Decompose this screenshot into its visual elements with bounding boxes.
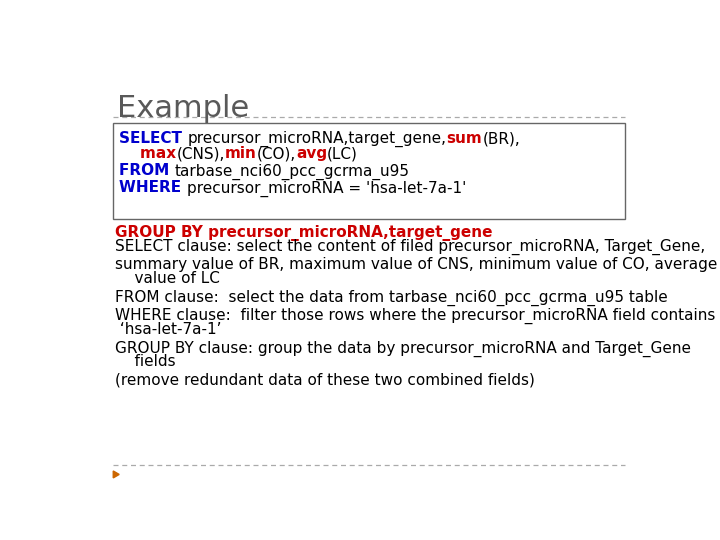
- Text: precursor_microRNA,target_gene,: precursor_microRNA,target_gene,: [188, 131, 446, 147]
- Text: summary value of BR, maximum value of CNS, minimum value of CO, average: summary value of BR, maximum value of CN…: [114, 257, 717, 272]
- Text: ‘hsa-let-7a-1’: ‘hsa-let-7a-1’: [114, 322, 221, 337]
- Bar: [113, 123, 625, 219]
- Text: GROUP BY precursor_microRNA,target_gene: GROUP BY precursor_microRNA,target_gene: [114, 225, 492, 241]
- Text: FROM: FROM: [120, 164, 175, 178]
- Text: SELECT: SELECT: [120, 131, 188, 146]
- Text: SELECT clause: select the content of filed precursor_microRNA, Target_Gene,: SELECT clause: select the content of fil…: [114, 239, 705, 255]
- Text: min: min: [225, 146, 257, 161]
- Text: sum: sum: [446, 131, 482, 146]
- Text: (BR),: (BR),: [482, 131, 521, 146]
- Text: tarbase_nci60_pcc_gcrma_u95: tarbase_nci60_pcc_gcrma_u95: [175, 164, 410, 180]
- Text: avg: avg: [296, 146, 327, 161]
- Text: (CNS),: (CNS),: [176, 146, 225, 161]
- Text: GROUP BY clause: group the data by precursor_microRNA and Target_Gene: GROUP BY clause: group the data by precu…: [114, 340, 690, 356]
- Text: WHERE clause:  filter those rows where the precursor_microRNA field contains: WHERE clause: filter those rows where th…: [114, 308, 715, 325]
- Text: WHERE: WHERE: [120, 180, 186, 195]
- Text: max: max: [120, 146, 176, 161]
- Text: fields: fields: [114, 354, 176, 369]
- Text: precursor_microRNA = 'hsa-let-7a-1': precursor_microRNA = 'hsa-let-7a-1': [186, 180, 467, 197]
- Text: (CO),: (CO),: [257, 146, 296, 161]
- Text: (LC): (LC): [327, 146, 358, 161]
- Text: Example: Example: [117, 94, 249, 123]
- Text: (remove redundant data of these two combined fields): (remove redundant data of these two comb…: [114, 373, 535, 388]
- Text: FROM clause:  select the data from tarbase_nci60_pcc_gcrma_u95 table: FROM clause: select the data from tarbas…: [114, 289, 667, 306]
- Polygon shape: [113, 471, 120, 478]
- Text: value of LC: value of LC: [114, 271, 220, 286]
